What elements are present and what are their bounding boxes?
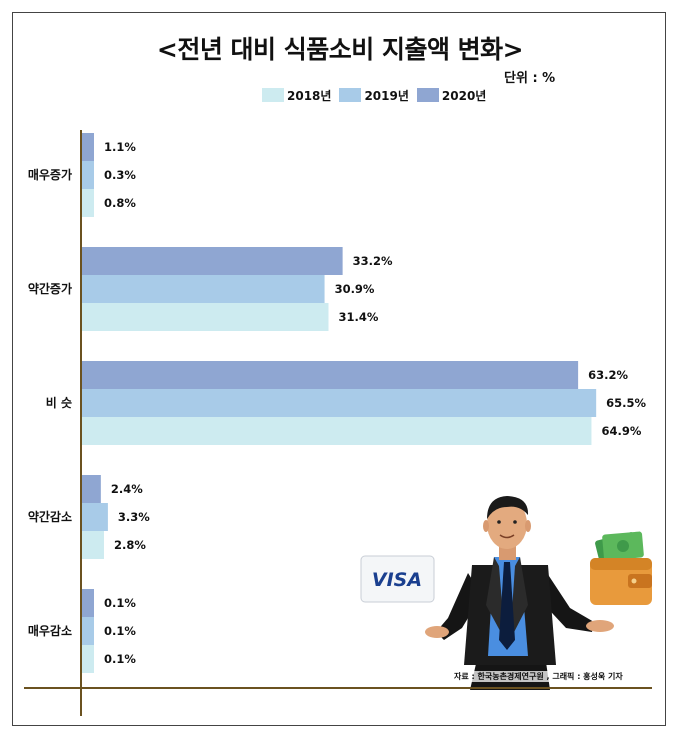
legend-label-2018: 2018년 — [287, 88, 332, 103]
value-label-약간증가-2019년: 30.9% — [335, 282, 375, 296]
wallet-icon — [590, 531, 652, 605]
bar-약간증가-2019년 — [82, 275, 325, 303]
bar-비슷-2019년 — [82, 389, 597, 417]
value-label-약간증가-2020년: 33.2% — [353, 254, 393, 268]
unit-label: 단위 : % — [504, 71, 556, 86]
visa-card-icon: VISA — [360, 555, 435, 603]
bar-약간감소-2018년 — [82, 531, 104, 559]
category-label-매우증가: 매우증가 — [28, 167, 72, 182]
bar-비슷-2018년 — [82, 417, 592, 445]
value-label-비슷-2018년: 64.9% — [601, 424, 641, 438]
bar-매우감소-2019년 — [82, 617, 94, 645]
visa-card-text: VISA — [372, 569, 422, 591]
bar-약간증가-2018년 — [82, 303, 329, 331]
value-label-비슷-2019년: 65.5% — [606, 396, 646, 410]
legend-item-2019: 2019년 — [339, 87, 409, 104]
bars-layer: 1.1% 0.3% 0.8% 매우증가 33.2% 30.9% 31.4% 약간증가 63.2%… — [28, 133, 647, 673]
legend-swatch-2018 — [262, 88, 284, 102]
bar-약간감소-2020년 — [82, 475, 101, 503]
legend: 2018년 2019년 2020년 — [262, 86, 486, 104]
businessman-illustration — [425, 496, 614, 690]
category-label-매우감소: 매우감소 — [28, 623, 72, 638]
bar-약간감소-2019년 — [82, 503, 108, 531]
value-label-매우감소-2018년: 0.1% — [104, 652, 136, 666]
bar-비슷-2020년 — [82, 361, 579, 389]
legend-item-2018: 2018년 — [262, 87, 331, 104]
value-label-매우감소-2020년: 0.1% — [104, 596, 136, 610]
category-label-비슷: 비 슷 — [46, 395, 72, 410]
value-label-매우증가-2019년: 0.3% — [104, 168, 136, 182]
value-label-약간감소-2019년: 3.3% — [118, 510, 150, 524]
bar-매우감소-2020년 — [82, 589, 94, 617]
value-label-매우증가-2018년: 0.8% — [104, 196, 136, 210]
legend-swatch-2019 — [339, 88, 362, 102]
bar-매우감소-2018년 — [82, 645, 94, 673]
value-label-매우증가-2020년: 1.1% — [104, 140, 136, 154]
chart-title: <전년 대비 식품소비 지출액 변화> — [156, 35, 524, 64]
value-label-비슷-2020년: 63.2% — [588, 368, 628, 382]
category-label-약간증가: 약간증가 — [28, 281, 72, 296]
category-label-약간감소: 약간감소 — [28, 509, 72, 524]
bar-매우증가-2019년 — [82, 161, 94, 189]
legend-label-2020: 2020년 — [441, 88, 487, 103]
value-label-매우감소-2019년: 0.1% — [104, 624, 136, 638]
bar-매우증가-2018년 — [82, 189, 94, 217]
bar-약간증가-2020년 — [82, 247, 343, 275]
legend-swatch-2020 — [416, 88, 439, 102]
value-label-약간감소-2020년: 2.4% — [111, 482, 143, 496]
value-label-약간감소-2018년: 2.8% — [114, 538, 146, 552]
value-label-약간증가-2018년: 31.4% — [338, 310, 378, 324]
source-credit: 자료 : 한국농촌경제연구원 , 그래픽 : 홍성욱 기자 — [452, 671, 625, 682]
bar-매우증가-2020년 — [82, 133, 94, 161]
legend-label-2019: 2019년 — [364, 88, 409, 103]
chart-frame — [12, 12, 666, 726]
legend-item-2020: 2020년 — [416, 87, 487, 104]
